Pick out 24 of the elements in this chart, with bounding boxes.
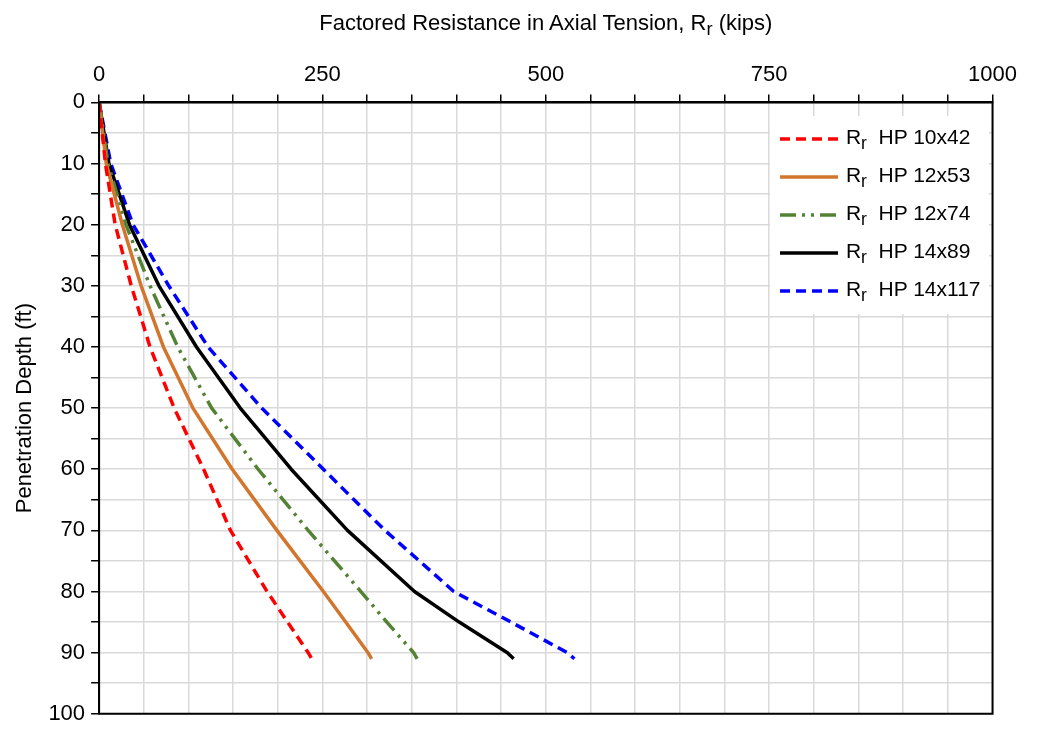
y-tick-label: 0 — [72, 88, 86, 114]
y-tick-label: 20 — [60, 210, 86, 236]
line-series — [99, 102, 314, 661]
legend-label: R$_{r}$ HP 10x42 — [845, 124, 971, 154]
legend-label: R$_{r}$ HP 12x53 — [845, 162, 971, 192]
x-tick-label: 0 — [92, 61, 106, 87]
y-axis-title: Penetration Depth (ft) — [11, 302, 37, 514]
y-tick-label: 50 — [60, 394, 86, 420]
y-tick-label: 80 — [60, 577, 86, 603]
legend-label: R$_{r}$ HP 12x74 — [845, 200, 971, 230]
x-tick-label: 500 — [527, 61, 565, 87]
legend-label: R$_{r}$ HP 14x89 — [845, 238, 971, 268]
y-tick-label: 10 — [60, 149, 86, 175]
x-axis-title: Factored Resistance in Axial Tension, R$_{r}$ (kips) — [318, 10, 774, 41]
x-tick-label: 750 — [750, 61, 788, 87]
y-tick-label: 100 — [48, 699, 86, 725]
y-tick-label: 40 — [60, 333, 86, 359]
y-tick-label: 30 — [60, 271, 86, 297]
x-tick-label: 1000 — [968, 61, 1018, 87]
legend-label: R$_{r}$ HP 14x117 — [845, 276, 981, 306]
x-tick-label: 250 — [304, 61, 341, 87]
y-tick-label: 60 — [60, 455, 86, 481]
y-tick-label: 90 — [60, 638, 86, 664]
y-tick-label: 70 — [60, 516, 86, 542]
